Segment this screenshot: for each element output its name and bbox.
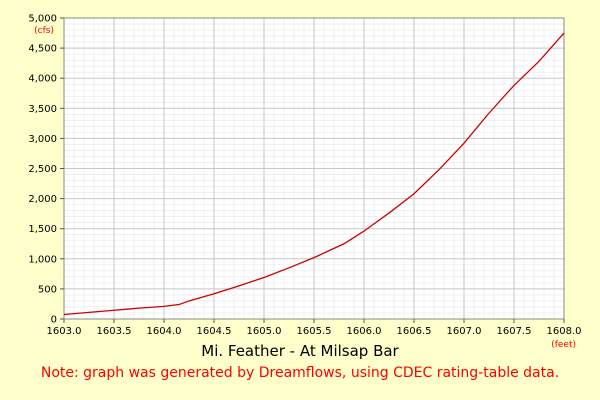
x-tick-label: 1605.0 [247,326,282,337]
x-tick-label: 1606.5 [397,326,432,337]
y-tick-label: 5,000 [28,14,57,25]
x-tick-label: 1607.0 [447,326,482,337]
x-tick-label: 1607.5 [497,326,532,337]
y-tick-label: 500 [38,284,57,295]
x-tick-label: 1604.5 [197,326,232,337]
x-tick-label: 1603.5 [97,326,132,337]
y-axis-unit: (cfs) [34,26,54,36]
x-axis-unit: (feet) [551,340,576,350]
x-tick-label: 1603.0 [47,326,82,337]
y-tick-label: 0 [51,315,57,326]
series-line [63,32,565,316]
chart-title: Mi. Feather - At Milsap Bar [201,342,399,360]
y-tick-label: 3,500 [28,104,57,115]
y-tick-label: 4,500 [28,44,57,55]
x-tick-label: 1604.0 [147,326,182,337]
y-tick-label: 1,500 [28,224,57,235]
chart-note: Note: graph was generated by Dreamflows,… [40,365,560,381]
x-axis: 1603.0 1603.5 1604.0 1604.5 1605.0 1605.5 1606… [47,319,582,337]
y-axis: 0 500 1,000 1,500 2,000 2,500 3,000 3,500 4,000 4… [28,14,64,326]
y-tick-label: 4,000 [28,74,57,85]
y-tick-label: 1,000 [28,254,57,265]
x-tick-label: 1608.0 [547,326,582,337]
x-tick-label: 1606.0 [347,326,382,337]
y-tick-label: 3,000 [28,134,57,145]
y-tick-label: 2,000 [28,194,57,205]
y-tick-label: 2,500 [28,164,57,175]
x-tick-label: 1605.5 [297,326,332,337]
